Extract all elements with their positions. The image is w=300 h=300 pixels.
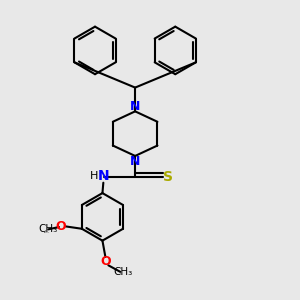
Text: N: N	[130, 155, 140, 168]
Text: N: N	[98, 169, 109, 183]
Text: CH₃: CH₃	[114, 267, 133, 277]
Text: S: S	[163, 170, 173, 184]
Text: N: N	[130, 100, 140, 112]
Text: O: O	[101, 255, 111, 268]
Text: CH₃: CH₃	[39, 224, 58, 234]
Text: methoxy: methoxy	[44, 232, 50, 233]
Text: O: O	[56, 220, 66, 233]
Text: H: H	[90, 171, 99, 181]
